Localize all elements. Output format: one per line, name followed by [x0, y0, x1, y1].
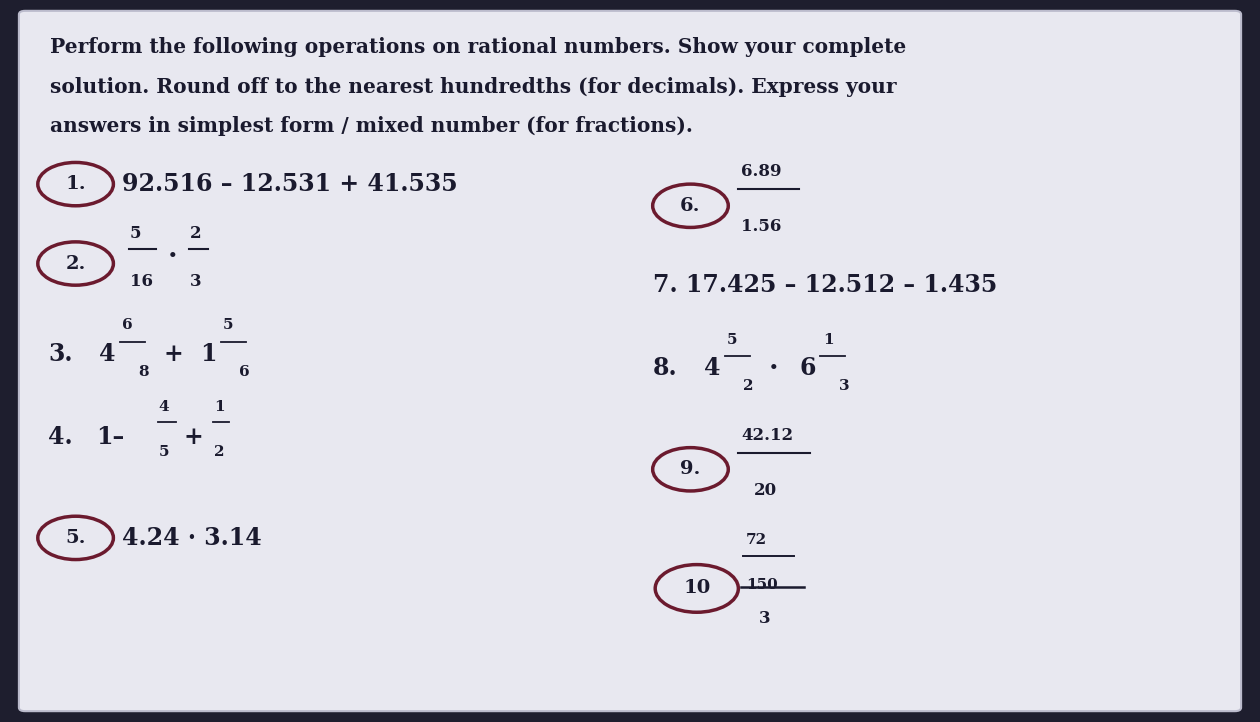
- Text: 2.: 2.: [66, 255, 86, 272]
- Text: 42.12: 42.12: [741, 427, 793, 444]
- Text: 2: 2: [190, 225, 202, 242]
- Text: 6.89: 6.89: [741, 163, 781, 180]
- Text: 1.: 1.: [66, 175, 86, 193]
- Text: 92.516 – 12.531 + 41.535: 92.516 – 12.531 + 41.535: [122, 172, 457, 196]
- Text: 4.: 4.: [48, 425, 73, 449]
- Text: 4.24 · 3.14: 4.24 · 3.14: [122, 526, 262, 550]
- Text: 2: 2: [214, 445, 224, 459]
- Text: 6: 6: [800, 356, 816, 380]
- Text: 150: 150: [746, 578, 777, 591]
- Text: Perform the following operations on rational numbers. Show your complete: Perform the following operations on rati…: [50, 37, 907, 57]
- Text: 1–: 1–: [96, 425, 123, 449]
- Text: 10: 10: [683, 580, 711, 597]
- Text: 2: 2: [743, 379, 753, 393]
- Text: 3: 3: [190, 273, 202, 290]
- Text: 6: 6: [239, 365, 249, 378]
- Text: 5: 5: [130, 225, 141, 242]
- Text: 16: 16: [130, 273, 152, 290]
- Text: 5.: 5.: [66, 529, 86, 547]
- Text: 4: 4: [100, 342, 116, 366]
- Text: 4: 4: [704, 356, 721, 380]
- Text: 8.: 8.: [653, 356, 678, 380]
- Text: 3: 3: [839, 379, 849, 393]
- Text: 1: 1: [200, 342, 217, 366]
- Text: solution. Round off to the nearest hundredths (for decimals). Express your: solution. Round off to the nearest hundr…: [50, 77, 897, 97]
- Text: 3.: 3.: [48, 342, 72, 366]
- Text: 5: 5: [159, 445, 169, 459]
- Text: +: +: [184, 425, 204, 449]
- Text: 4: 4: [159, 400, 169, 414]
- Text: 5: 5: [727, 333, 737, 347]
- Text: 1: 1: [823, 333, 833, 347]
- Text: 8: 8: [139, 365, 149, 378]
- Text: 5: 5: [223, 318, 233, 332]
- Text: ·: ·: [769, 355, 779, 382]
- Text: 3: 3: [759, 610, 770, 627]
- Text: answers in simplest form / mixed number (for fractions).: answers in simplest form / mixed number …: [50, 116, 693, 136]
- Text: 20: 20: [753, 482, 776, 499]
- Text: 9.: 9.: [680, 461, 701, 478]
- Text: 6: 6: [122, 318, 132, 332]
- Text: 1: 1: [214, 400, 224, 414]
- Text: ·: ·: [168, 243, 178, 270]
- Text: 72: 72: [746, 533, 767, 547]
- Text: 1.56: 1.56: [741, 218, 781, 235]
- Text: 7. 17.425 – 12.512 – 1.435: 7. 17.425 – 12.512 – 1.435: [653, 273, 997, 297]
- Text: 6.: 6.: [680, 197, 701, 214]
- FancyBboxPatch shape: [19, 11, 1241, 711]
- Text: +: +: [164, 342, 184, 366]
